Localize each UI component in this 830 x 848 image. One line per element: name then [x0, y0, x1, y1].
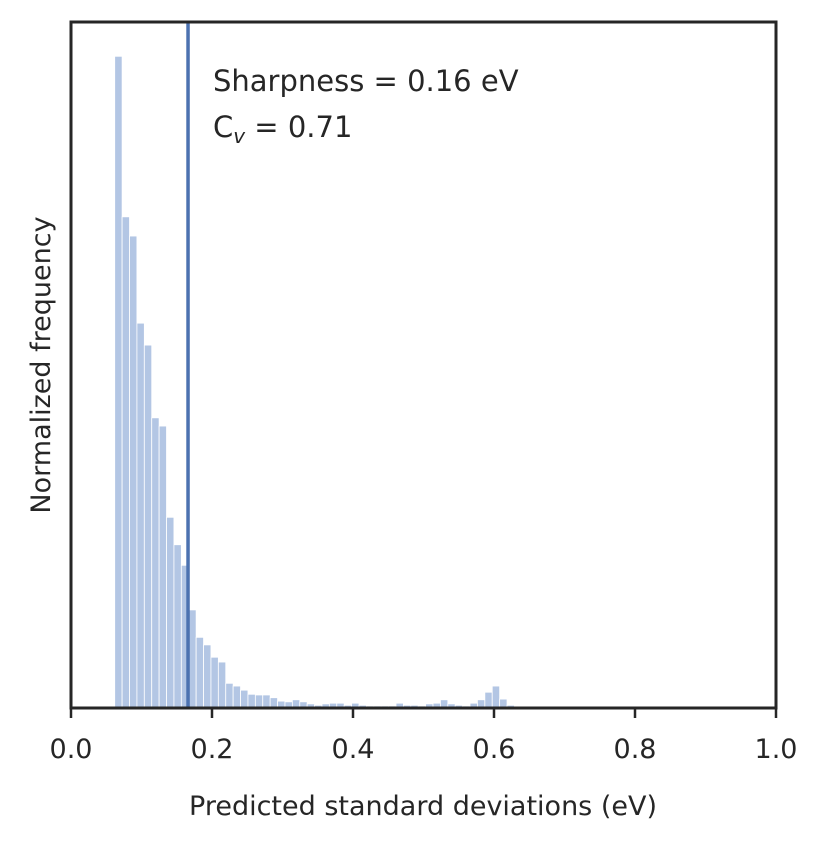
bar: [166, 516, 175, 709]
annotation-sub: v: [233, 124, 246, 148]
bar: [262, 694, 271, 709]
bar: [143, 344, 153, 709]
bar: [247, 693, 256, 709]
plot-frame: [69, 20, 778, 710]
bar: [151, 417, 160, 709]
bar: [269, 697, 278, 709]
y-axis-label: Normalized frequency: [26, 216, 57, 513]
bar: [158, 425, 167, 709]
bar: [225, 682, 234, 709]
bar: [114, 55, 123, 709]
bar: [491, 685, 501, 709]
x-tick-label: 0.4: [332, 734, 375, 765]
bar: [484, 691, 493, 709]
bar: [129, 235, 138, 709]
bar: [217, 661, 227, 709]
bar: [173, 544, 182, 709]
annotation-rest: = 0.71: [245, 110, 352, 144]
x-tick-label: 1.0: [755, 734, 798, 765]
annotation: Cv = 0.71: [213, 110, 352, 148]
bar: [254, 694, 264, 709]
x-tick-label: 0.2: [191, 734, 234, 765]
bar: [195, 636, 204, 709]
x-tick-label: 0.0: [50, 734, 93, 765]
x-tick-label: 0.6: [473, 734, 516, 765]
x-tick-label: 0.8: [614, 734, 657, 765]
annotation-main: C: [213, 110, 233, 144]
annotation: Sharpness = 0.16 eV: [213, 64, 519, 98]
bar: [136, 322, 145, 709]
bar: [210, 656, 219, 709]
bar: [232, 685, 241, 709]
bar: [188, 609, 197, 709]
bar: [121, 216, 130, 709]
x-axis-label: Predicted standard deviations (eV): [189, 791, 657, 822]
bar: [203, 644, 212, 709]
bar: [240, 689, 249, 709]
